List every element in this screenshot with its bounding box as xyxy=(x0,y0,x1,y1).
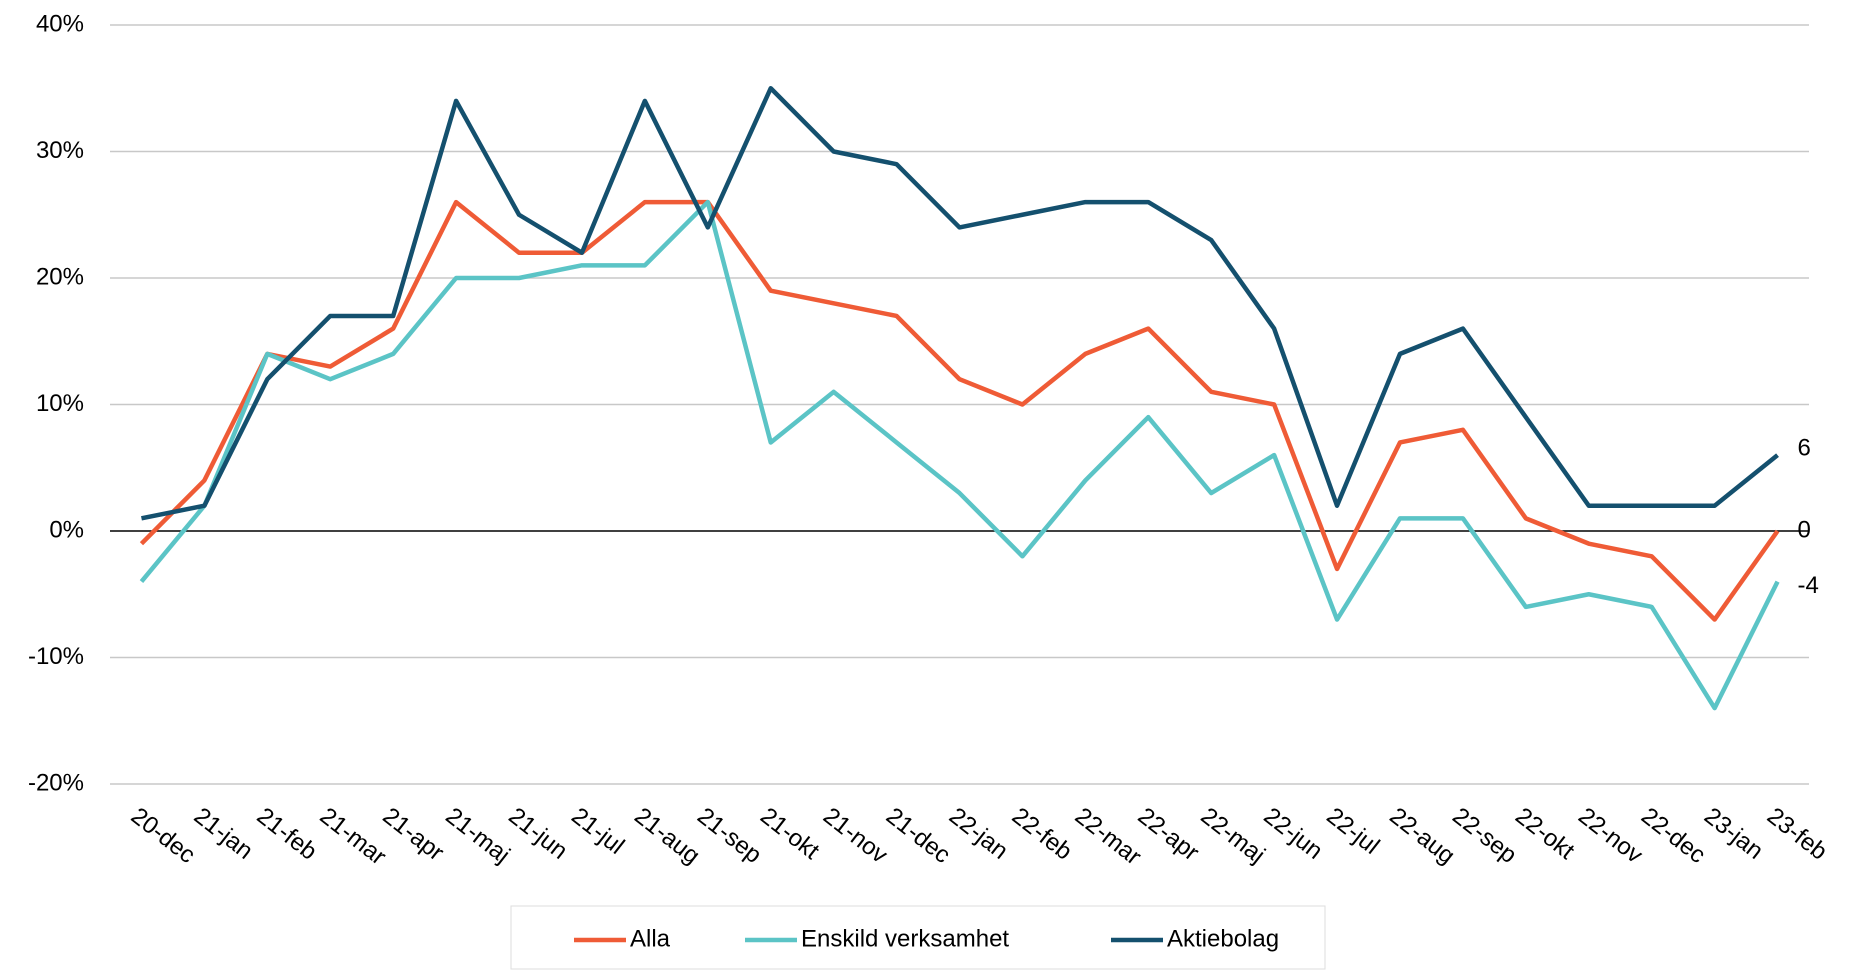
x-tick-label: 21-okt xyxy=(755,802,824,865)
series-line xyxy=(141,86,1779,521)
y-tick-label: 40% xyxy=(36,10,84,37)
x-tick-label: 22-mar xyxy=(1070,802,1147,870)
x-tick-label: 21-nov xyxy=(818,802,892,868)
x-tick-label: 22-feb xyxy=(1007,802,1077,865)
x-tick-label: 22-maj xyxy=(1196,802,1270,868)
x-tick-label: 21-jul xyxy=(566,802,629,859)
x-tick-label: 22-aug xyxy=(1384,802,1460,869)
x-tick-label: 21-feb xyxy=(252,802,322,865)
x-tick-label: 21-jan xyxy=(189,802,258,864)
y-tick-label: 20% xyxy=(36,263,84,290)
legend-label: Alla xyxy=(630,925,671,952)
x-tick-label: 21-jun xyxy=(503,802,572,864)
x-tick-label: 22-apr xyxy=(1133,802,1204,866)
x-tick-label: 22-jan xyxy=(944,802,1013,864)
x-tick-label: 22-nov xyxy=(1573,802,1647,868)
legend-box xyxy=(510,905,1326,970)
x-tick-label: 21-aug xyxy=(629,802,705,869)
y-tick-label: 30% xyxy=(36,137,84,164)
x-tick-label: 21-mar xyxy=(315,802,392,870)
y-tick-label: -20% xyxy=(28,769,84,796)
y-tick-label: 0% xyxy=(49,516,84,543)
x-tick-label: 22-jul xyxy=(1321,802,1384,859)
series-line xyxy=(139,199,1780,622)
x-tick-label: 22-jun xyxy=(1259,802,1328,864)
end-label: 0 xyxy=(1798,516,1811,543)
legend-label: Enskild verksamhet xyxy=(801,925,1009,952)
series-line xyxy=(139,199,1780,711)
x-tick-label: 22-dec xyxy=(1636,802,1710,868)
x-tick-label: 23-jan xyxy=(1699,802,1768,864)
x-tick-label: 20-dec xyxy=(126,802,200,868)
x-tick-label: 22-sep xyxy=(1447,802,1521,868)
legend-label: Aktiebolag xyxy=(1167,925,1279,952)
y-tick-label: -10% xyxy=(28,643,84,670)
y-tick-label: 10% xyxy=(36,390,84,417)
x-tick-label: 22-okt xyxy=(1510,802,1579,865)
x-tick-label: 21-apr xyxy=(378,802,449,866)
x-tick-label: 23-feb xyxy=(1762,802,1832,865)
end-label: -4 xyxy=(1798,572,1819,599)
end-label: 6 xyxy=(1798,434,1811,461)
x-tick-label: 21-sep xyxy=(692,802,766,868)
x-tick-label: 21-dec xyxy=(881,802,955,868)
x-tick-label: 21-maj xyxy=(440,802,514,868)
